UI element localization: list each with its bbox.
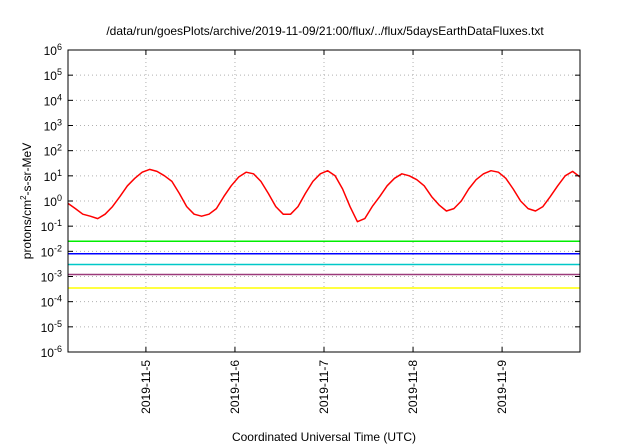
y-tick-label: 10-5 xyxy=(41,319,62,335)
y-tick-exponent: 5 xyxy=(57,67,62,77)
y-tick-exponent: -5 xyxy=(54,319,62,329)
y-tick-exponent: -3 xyxy=(54,269,62,279)
y-tick-exponent: 2 xyxy=(57,143,62,153)
y-tick-exponent: 0 xyxy=(57,193,62,203)
y-tick-exponent: -4 xyxy=(54,294,62,304)
y-axis-label-prefix: protons/cm xyxy=(20,200,34,259)
y-tick-label: 101 xyxy=(44,168,62,184)
y-tick-label: 10-6 xyxy=(41,344,62,360)
grid xyxy=(68,50,580,352)
x-tick-label: 2019-11-9 xyxy=(495,360,509,414)
y-axis-label-suffix: -s-sr-MeV xyxy=(20,143,34,196)
series-layer xyxy=(67,168,581,289)
y-tick-exponent: 4 xyxy=(57,92,62,102)
y-tick-exponent: 3 xyxy=(57,118,62,128)
x-tick-label: 2019-11-8 xyxy=(406,360,420,414)
y-tick-label: 10-3 xyxy=(41,269,62,285)
y-tick-label: 102 xyxy=(44,143,62,159)
y-tick-label: 10-1 xyxy=(41,218,62,234)
x-tick-label: 2019-11-7 xyxy=(317,360,331,414)
y-tick-exponent: 6 xyxy=(57,42,62,52)
y-axis-label: protons/cm2-s-sr-MeV xyxy=(19,143,34,259)
series-line xyxy=(67,168,581,223)
y-tick-label: 10-2 xyxy=(41,243,62,259)
y-tick-exponent: -6 xyxy=(54,344,62,354)
x-axis-label: Coordinated Universal Time (UTC) xyxy=(232,430,416,444)
chart-title: /data/run/goesPlots/archive/2019-11-09/2… xyxy=(106,24,544,38)
y-tick-label: 10-4 xyxy=(41,294,62,310)
y-tick-label: 104 xyxy=(44,92,62,108)
y-tick-exponent: -1 xyxy=(54,218,62,228)
y-tick-label: 106 xyxy=(44,42,62,58)
y-tick-label: 103 xyxy=(44,118,62,134)
x-axis: 2019-11-5 2019-11-6 2019-11-7 2019-11-8 2019… xyxy=(139,50,509,414)
x-tick-label: 2019-11-5 xyxy=(139,360,153,414)
y-axis: 10-610-510-410-310-210-11001011021031041… xyxy=(41,42,580,360)
y-tick-exponent: 1 xyxy=(57,168,62,178)
y-tick-exponent: -2 xyxy=(54,243,62,253)
y-tick-label: 105 xyxy=(44,67,62,83)
y-axis-label-superscript: 2 xyxy=(19,195,28,200)
y-tick-label: 100 xyxy=(44,193,62,209)
x-tick-label: 2019-11-6 xyxy=(228,360,242,414)
